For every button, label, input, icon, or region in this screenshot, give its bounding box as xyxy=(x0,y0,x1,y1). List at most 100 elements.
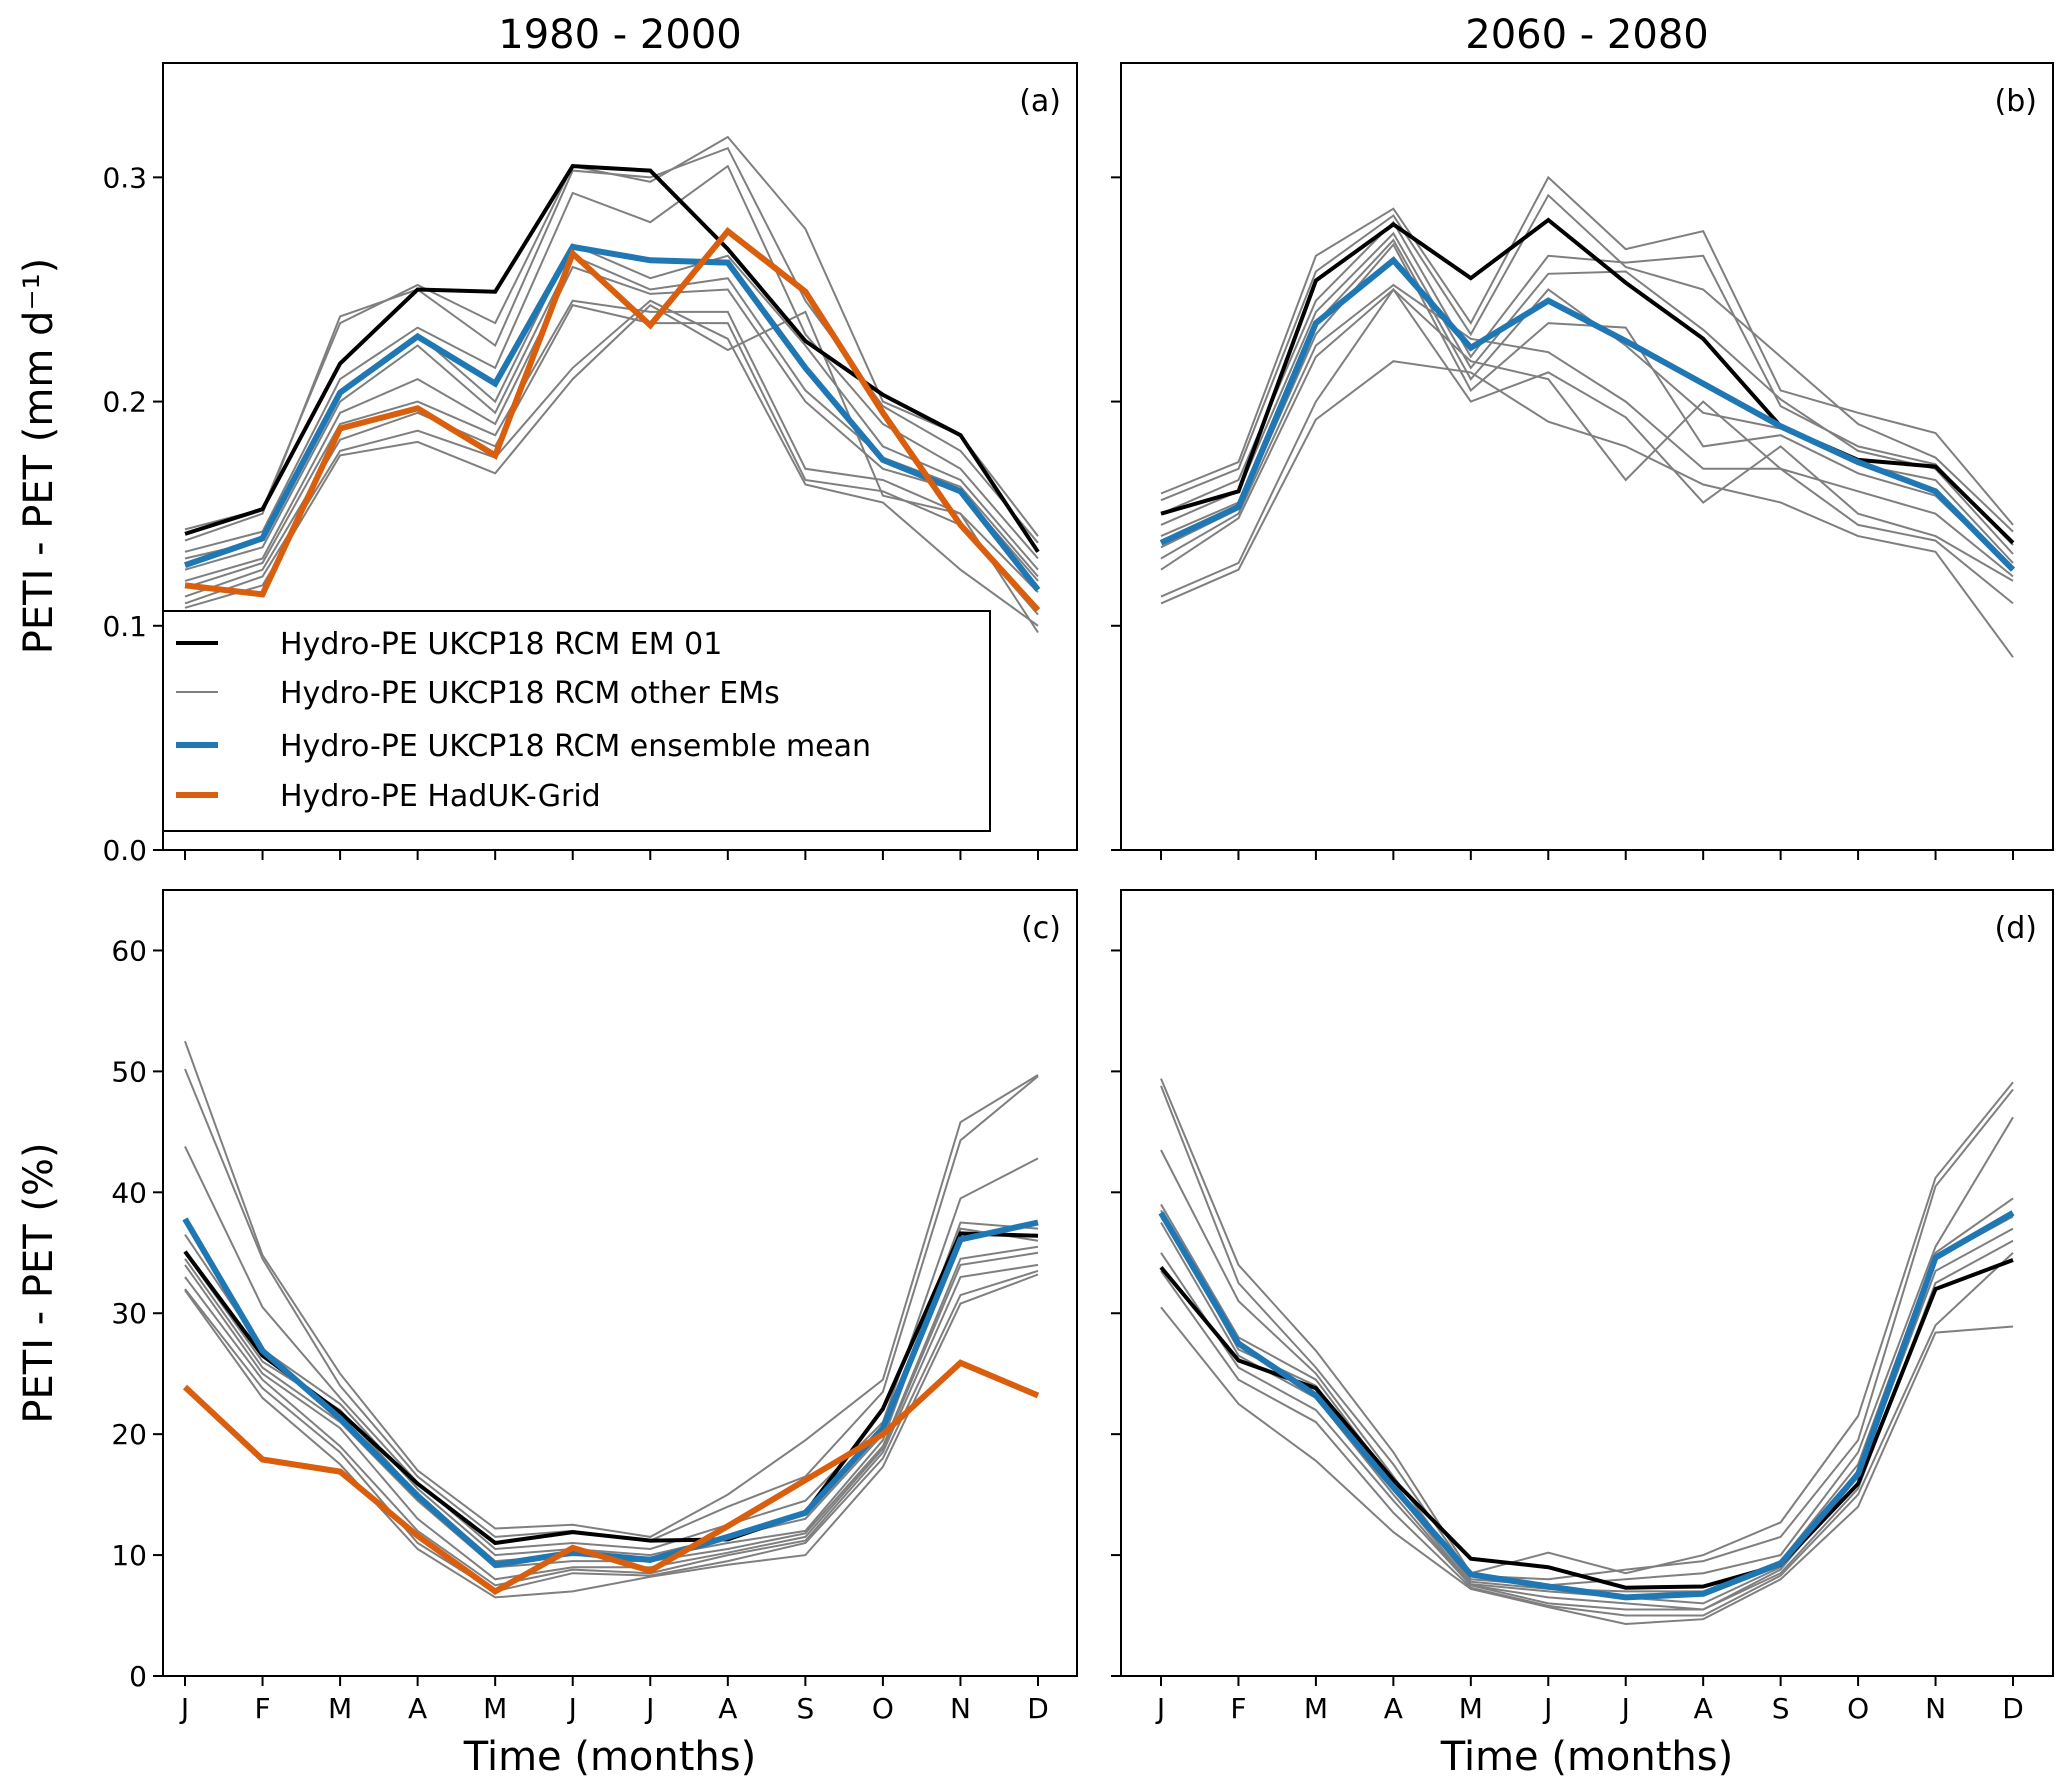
x-tick-label-c-11: D xyxy=(1027,1692,1049,1725)
series-line-other-c-6 xyxy=(184,1251,1039,1581)
panel-d: J F M A M J J A S O N D (d) xyxy=(1111,889,2054,1725)
series-line-mean-d-10 xyxy=(1158,1210,2015,1601)
series-line-em01-c-10 xyxy=(183,1231,1039,1546)
series-line-other-b-4 xyxy=(1160,238,2014,564)
y-tick-label-c-2: 20 xyxy=(111,1418,147,1451)
series-line-other-c-0 xyxy=(184,1040,1039,1538)
x-tick-label-c-10: N xyxy=(950,1692,971,1725)
series-line-mean-a-11 xyxy=(184,243,1041,592)
axes-frame-c xyxy=(162,889,1078,1677)
y-tick-label-a-1: 0.1 xyxy=(102,610,147,643)
x-axis-title-left: Time (months) xyxy=(463,1734,756,1780)
series-group-d xyxy=(1158,1078,2015,1626)
series-line-other-b-5 xyxy=(1160,242,2014,571)
series-line-haduk-a-12 xyxy=(184,227,1041,613)
x-tick-label-d-0: J xyxy=(1155,1692,1165,1725)
series-line-other-d-8 xyxy=(1160,1306,2014,1626)
x-tick-label-d-10: N xyxy=(1925,1692,1946,1725)
series-line-other-d-7 xyxy=(1160,1252,2014,1617)
legend-label-other: Hydro-PE UKCP18 RCM other EMs xyxy=(280,676,780,711)
panel-label-b: (b) xyxy=(1995,84,2037,119)
series-line-other-d-0 xyxy=(1160,1078,2014,1575)
x-axis-title-right: Time (months) xyxy=(1440,1734,1733,1780)
y-tick-label-c-5: 50 xyxy=(111,1055,147,1088)
legend-item-other: Hydro-PE UKCP18 RCM other EMs xyxy=(176,676,780,711)
x-tick-label-d-6: J xyxy=(1620,1692,1630,1725)
series-line-other-a-6 xyxy=(184,299,1039,593)
y-tick-label-c-4: 40 xyxy=(111,1176,147,1209)
legend-label-mean: Hydro-PE UKCP18 RCM ensemble mean xyxy=(280,729,871,764)
series-group-a xyxy=(184,135,1041,634)
series-line-mean-b-11 xyxy=(1159,256,2016,572)
y-tick-label-c-6: 60 xyxy=(111,934,147,967)
legend-item-haduk: Hydro-PE HadUK-Grid xyxy=(176,779,601,814)
x-tick-label-c-8: S xyxy=(796,1692,814,1725)
legend: Hydro-PE UKCP18 RCM EM 01 Hydro-PE UKCP1… xyxy=(162,610,991,832)
panel-c: 0 10 20 30 40 50 60 J F M A M J J A S O N D (c) xyxy=(111,889,1078,1725)
x-tick-label-d-1: F xyxy=(1230,1692,1246,1725)
y-axis-title-top: PETI - PET (mm d⁻¹) xyxy=(16,258,62,654)
y-tick-label-a-2: 0.2 xyxy=(102,386,147,419)
x-tick-label-c-6: J xyxy=(644,1692,654,1725)
series-line-other-b-8 xyxy=(1160,287,2014,605)
legend-frame xyxy=(162,610,991,832)
panel-b: (b) xyxy=(1111,62,2054,860)
series-line-other-b-7 xyxy=(1160,288,2014,582)
panel-label-a: (a) xyxy=(1019,84,1061,119)
x-tick-label-c-1: F xyxy=(254,1692,270,1725)
x-tick-label-c-7: A xyxy=(718,1692,737,1725)
series-group-c xyxy=(182,1040,1040,1599)
legend-label-em01: Hydro-PE UKCP18 RCM EM 01 xyxy=(280,627,722,662)
y-tick-label-c-3: 30 xyxy=(111,1297,147,1330)
x-tick-label-d-7: A xyxy=(1694,1692,1713,1725)
column-title-historical: 1980 - 2000 xyxy=(498,12,741,58)
y-tick-label-a-3: 0.3 xyxy=(102,161,147,194)
axes-frame-d xyxy=(1120,889,2054,1677)
y-tick-label-c-1: 10 xyxy=(111,1539,147,1572)
panel-label-d: (d) xyxy=(1995,911,2037,946)
series-line-other-a-8 xyxy=(184,299,1039,627)
x-tick-label-d-9: O xyxy=(1847,1692,1869,1725)
series-line-other-d-6 xyxy=(1160,1239,2014,1611)
series-line-other-d-1 xyxy=(1160,1085,2014,1581)
legend-item-em01: Hydro-PE UKCP18 RCM EM 01 xyxy=(176,627,722,662)
x-tick-label-c-2: M xyxy=(328,1692,352,1725)
series-line-other-a-5 xyxy=(184,265,1039,582)
series-line-other-c-8 xyxy=(184,1269,1039,1593)
series-line-other-b-3 xyxy=(1160,231,2014,555)
series-line-other-b-6 xyxy=(1160,283,2014,578)
column-title-future: 2060 - 2080 xyxy=(1465,12,1708,58)
x-tick-label-d-2: M xyxy=(1304,1692,1328,1725)
axes-frame-b xyxy=(1120,62,2054,851)
panel-a: 0.0 0.1 0.2 0.3 (a) xyxy=(102,62,1078,867)
series-line-other-c-2 xyxy=(184,1145,1039,1551)
series-line-other-b-0 xyxy=(1160,175,2014,526)
y-axis-title-bottom: PETI - PET (%) xyxy=(16,1142,62,1423)
axes-frame-a xyxy=(162,62,1078,851)
x-tick-label-d-5: J xyxy=(1542,1692,1552,1725)
panel-label-c: (c) xyxy=(1021,911,1061,946)
series-line-em01-d-9 xyxy=(1159,1258,2014,1590)
series-line-other-a-7 xyxy=(184,304,1039,616)
series-line-other-b-1 xyxy=(1160,193,2014,533)
x-tick-label-d-4: M xyxy=(1459,1692,1483,1725)
legend-item-mean: Hydro-PE UKCP18 RCM ensemble mean xyxy=(176,729,871,764)
y-tick-label-a-0: 0.0 xyxy=(102,834,147,867)
series-line-haduk-c-12 xyxy=(182,1359,1040,1595)
series-line-other-b-9 xyxy=(1160,360,2014,658)
series-line-other-c-9 xyxy=(184,1273,1039,1599)
x-tick-label-c-4: M xyxy=(483,1692,507,1725)
x-tick-label-d-11: D xyxy=(2002,1692,2024,1725)
series-line-other-a-9 xyxy=(184,303,1039,634)
y-tick-label-c-0: 0 xyxy=(129,1660,147,1693)
x-tick-label-c-9: O xyxy=(872,1692,894,1725)
x-tick-label-d-3: A xyxy=(1384,1692,1403,1725)
x-tick-label-c-5: J xyxy=(567,1692,577,1725)
series-line-em01-a-10 xyxy=(184,164,1040,553)
legend-label-haduk: Hydro-PE HadUK-Grid xyxy=(280,779,601,814)
series-line-other-b-2 xyxy=(1160,220,2014,546)
x-tick-label-d-8: S xyxy=(1772,1692,1790,1725)
x-tick-label-c-0: J xyxy=(179,1692,189,1725)
series-line-em01-b-10 xyxy=(1160,217,2015,545)
